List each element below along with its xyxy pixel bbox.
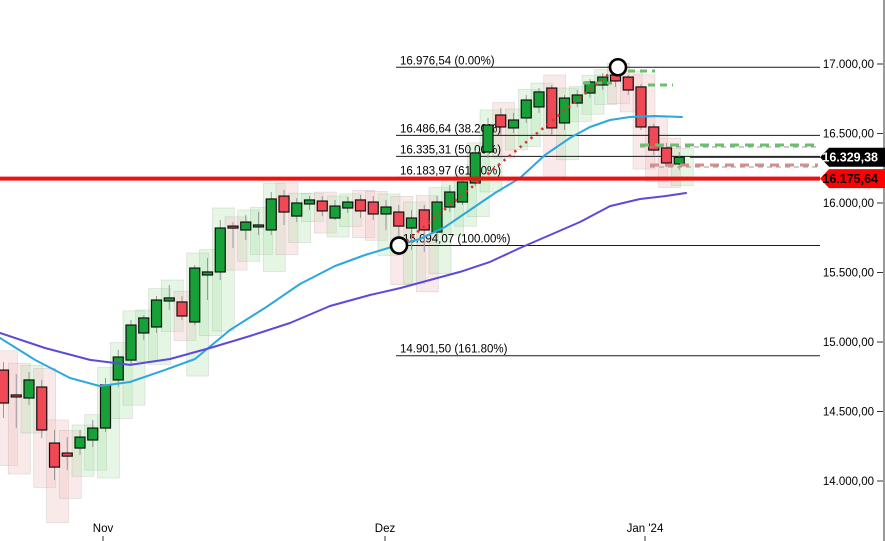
candle-up [201, 271, 214, 276]
candle-down [635, 86, 647, 128]
trendline-anchor-handle[interactable] [608, 57, 628, 77]
candle-up [265, 198, 277, 231]
candle-up [240, 221, 252, 231]
candle-up [431, 201, 443, 233]
candle-down [227, 225, 239, 229]
fibonacci-level-label: 14.901,50 (161.80%) [400, 344, 508, 356]
candle-up [87, 427, 99, 441]
candle-down [367, 201, 379, 215]
y-axis-label: 14.500,00 [823, 407, 874, 419]
candle-up [23, 379, 35, 399]
extended-range-shadow [505, 108, 528, 151]
candle-down [354, 199, 367, 212]
candle-up [469, 152, 481, 184]
y-axis-label: 15.000,00 [823, 337, 874, 349]
price-badge-text: 16.175,64 [822, 172, 878, 186]
candle-down [278, 195, 290, 213]
last-price-badge[interactable] [820, 147, 885, 167]
y-axis-label: 17.000,00 [823, 59, 874, 71]
trendline-anchor-handle[interactable] [389, 236, 409, 255]
candle-down [36, 386, 48, 431]
candle-up [673, 156, 685, 165]
candle-down [0, 369, 10, 404]
candle-up [74, 436, 86, 449]
x-axis-label: Jan '24 [627, 523, 664, 535]
candle-up [150, 299, 163, 328]
candle-up [138, 317, 150, 334]
candle-up [163, 297, 175, 302]
candle-up [533, 91, 545, 108]
candle-up [405, 217, 418, 229]
candle-up [189, 267, 201, 323]
y-axis-label: 14.000,00 [823, 476, 874, 488]
candle-down [495, 114, 507, 128]
ma-slow-line [0, 192, 687, 366]
candle-up [112, 356, 124, 381]
x-axis-label: Nov [93, 523, 114, 535]
candle-up [342, 201, 354, 209]
candle-up [125, 324, 137, 361]
candle-down [10, 394, 22, 398]
candle-down [316, 200, 328, 212]
candle-up [303, 199, 316, 205]
x-axis-label: Dez [375, 523, 396, 535]
candle-up [482, 124, 494, 153]
candle-down [418, 209, 430, 231]
price-badge-text: 16.329,38 [822, 151, 878, 165]
candle-down [393, 211, 405, 227]
y-axis-label: 16.500,00 [823, 129, 874, 141]
candle-down [546, 87, 558, 129]
candle-up [329, 205, 341, 219]
candle-down [61, 452, 73, 457]
fibonacci-level-label: 16.183,97 (61.80%) [400, 165, 501, 177]
candle-down [660, 147, 673, 164]
candle-up [291, 202, 303, 217]
candle-up [214, 227, 226, 273]
candle-down [176, 301, 188, 317]
alert-price-badge[interactable] [820, 169, 885, 189]
candle-up [571, 94, 583, 104]
fibonacci-trendline[interactable] [400, 66, 618, 247]
candle-down [48, 442, 61, 468]
candle-up [380, 206, 392, 215]
candle-up [507, 119, 520, 129]
candle-down [622, 76, 634, 91]
candle-down [648, 126, 660, 151]
fibonacci-level-label: 16.486,64 (38.20%) [400, 123, 501, 135]
fibonacci-level-label: 15.694,07 (100.00%) [403, 234, 511, 246]
candle-up [597, 76, 609, 86]
y-axis-label: 15.500,00 [823, 268, 874, 280]
y-axis-label: 16.000,00 [823, 198, 874, 210]
fibonacci-level-label: 16.976,54 (0.00%) [400, 55, 495, 67]
candle-up [252, 224, 265, 228]
candle-up [99, 384, 112, 429]
candle-up [520, 99, 532, 119]
